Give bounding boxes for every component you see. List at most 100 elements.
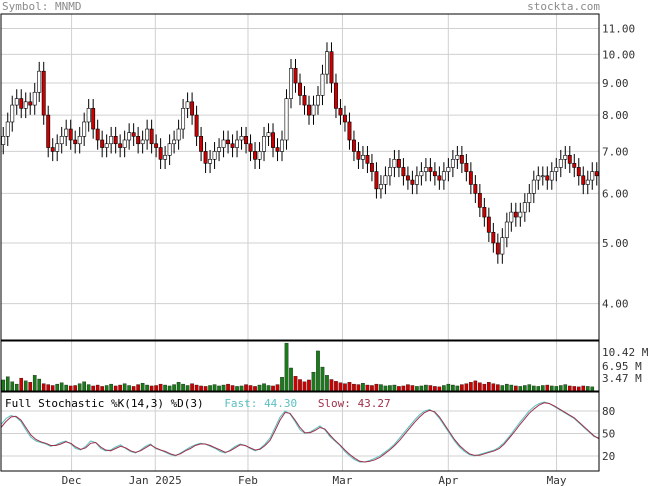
volume-bar (496, 384, 500, 392)
y-tick-label: 10.00 (602, 48, 635, 61)
candle-body (41, 70, 46, 116)
volume-bar (208, 385, 212, 392)
volume-bar (203, 386, 208, 392)
volume-bar (536, 386, 541, 392)
fast-value: 44.30 (264, 397, 298, 410)
volume-bar (73, 385, 77, 392)
volume-bar (280, 377, 284, 392)
volume-bar (545, 384, 550, 392)
candle-body (127, 132, 132, 141)
x-tick-label: Feb (238, 474, 258, 486)
volume-bar (518, 386, 523, 392)
candle-body (590, 171, 595, 181)
candle-body (82, 121, 87, 137)
candle-body (253, 151, 257, 160)
indicator-legend: Full Stochastic %K(14,3) %D(3) Fast: 44.… (5, 397, 391, 410)
volume-bar (158, 383, 163, 392)
volume-bar (266, 385, 271, 392)
fast-label: Fast: (224, 397, 258, 410)
candle-body (248, 143, 253, 152)
y-tick-label: 6.00 (602, 187, 629, 200)
fast-legend: Fast: 44.30 (224, 397, 297, 410)
volume-bar (482, 383, 487, 392)
volume-bar (527, 384, 532, 392)
candle-body (316, 95, 320, 106)
volume-bar (199, 385, 203, 392)
stoch-fast-line (0, 401, 600, 463)
candle-body (536, 175, 541, 181)
volume-bar (59, 382, 64, 392)
x-tick-label: Jan 2025 (129, 474, 182, 486)
volume-bar (473, 380, 478, 392)
candle-body (414, 175, 419, 185)
volume-bar (46, 384, 51, 392)
volume-bar (109, 383, 113, 392)
volume-bar (41, 383, 46, 392)
candle-body (203, 151, 208, 164)
volume-bar (50, 385, 55, 392)
candle-body (531, 179, 536, 194)
volume-bar (487, 382, 491, 392)
volume-bar (293, 376, 298, 392)
volume-bar (361, 383, 365, 392)
candle-body (284, 98, 289, 141)
candle-body (217, 147, 222, 152)
volume-bar (500, 385, 505, 392)
source-label[interactable]: stockta.com (527, 0, 600, 13)
volume-bar (401, 385, 406, 392)
candle-body (509, 211, 514, 223)
volume-bar (230, 385, 235, 392)
volume-bar (419, 385, 424, 392)
candle-body (504, 221, 509, 238)
volume-bar (365, 384, 370, 392)
candle-body (558, 159, 563, 168)
candle-body (334, 82, 338, 109)
volume-bar (464, 383, 469, 392)
candle-body (369, 163, 374, 172)
volume-bar (131, 386, 136, 392)
volume-bar (64, 384, 68, 392)
volume-bar (82, 381, 86, 392)
volume-bar (460, 384, 464, 392)
y-tick-label: 5.00 (602, 237, 629, 250)
volume-bar (585, 386, 590, 392)
candle-body (338, 108, 343, 116)
candle-body (280, 139, 284, 152)
volume-bar (428, 385, 433, 392)
y-tick-label: 4.00 (602, 298, 629, 311)
candle-body (518, 211, 523, 218)
volume-bar (91, 385, 95, 392)
volume-bar (140, 383, 145, 392)
volume-bar (10, 381, 15, 392)
volume-bar (244, 384, 248, 392)
candle-body (5, 121, 10, 137)
candle-body (28, 101, 33, 106)
candle-body (545, 175, 550, 181)
volume-bar (576, 386, 581, 392)
candle-body (585, 179, 590, 185)
y-tick-label: 9.00 (602, 77, 629, 90)
volume-bar (572, 386, 577, 392)
candle-body (10, 104, 15, 123)
volume-bar (86, 384, 91, 392)
volume-bar (540, 385, 545, 392)
volume-bar (275, 384, 280, 392)
indicator-name: Full Stochastic %K(14,3) %D(3) (5, 397, 204, 410)
candle-body (32, 91, 37, 106)
slow-label: Slow: (317, 397, 351, 410)
candle-body (486, 216, 491, 233)
candle-body (55, 143, 60, 152)
candle-body (239, 136, 244, 141)
volume-bar (136, 384, 140, 392)
candle-body (104, 143, 109, 148)
candle-body (59, 136, 64, 145)
volume-bar (104, 385, 109, 392)
volume-bar (352, 383, 356, 392)
volume-axis-label: 6.95 M (602, 360, 642, 373)
volume-bar (437, 386, 442, 392)
candle-body (401, 167, 406, 177)
candle-body (113, 136, 118, 145)
volume-bar (455, 385, 460, 392)
volume-bar (415, 386, 419, 392)
candle-body (131, 132, 136, 137)
